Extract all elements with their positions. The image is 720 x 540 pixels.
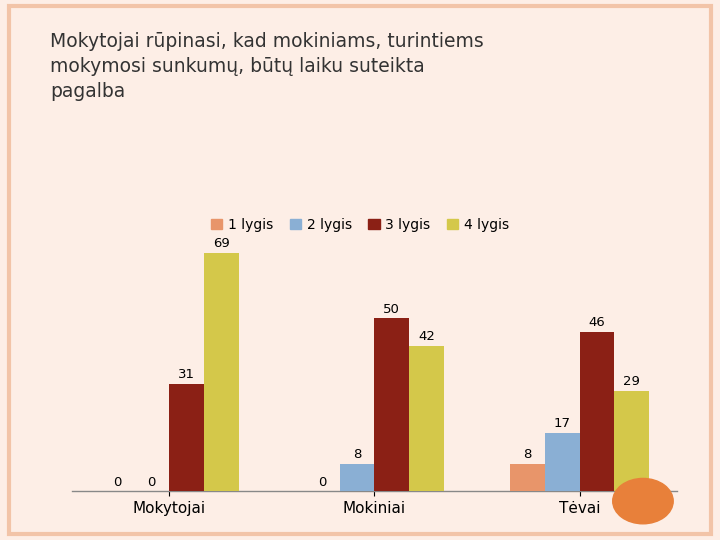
Bar [374,318,409,491]
Text: 42: 42 [418,330,435,343]
Text: 69: 69 [213,237,230,250]
Text: 46: 46 [589,316,606,329]
Text: 50: 50 [384,302,400,315]
Bar [614,391,649,491]
Text: Mokytojai rūpinasi, kad mokiniams, turintiems
mokymosi sunkumų, būtų laiku sutei: Mokytojai rūpinasi, kad mokiniams, turin… [50,32,484,102]
Bar [580,332,614,491]
Bar [544,433,580,491]
Text: 8: 8 [353,448,361,461]
Text: 0: 0 [148,476,156,489]
Text: 8: 8 [523,448,531,461]
Bar [340,464,374,491]
Bar [169,384,204,491]
Text: 0: 0 [318,476,326,489]
Legend: 1 lygis, 2 lygis, 3 lygis, 4 lygis: 1 lygis, 2 lygis, 3 lygis, 4 lygis [206,212,514,237]
Bar [510,464,544,491]
Bar [409,346,444,491]
Text: 31: 31 [178,368,195,381]
Bar [204,253,239,491]
Text: 29: 29 [624,375,640,388]
Text: 0: 0 [113,476,121,489]
Text: 17: 17 [554,417,571,430]
